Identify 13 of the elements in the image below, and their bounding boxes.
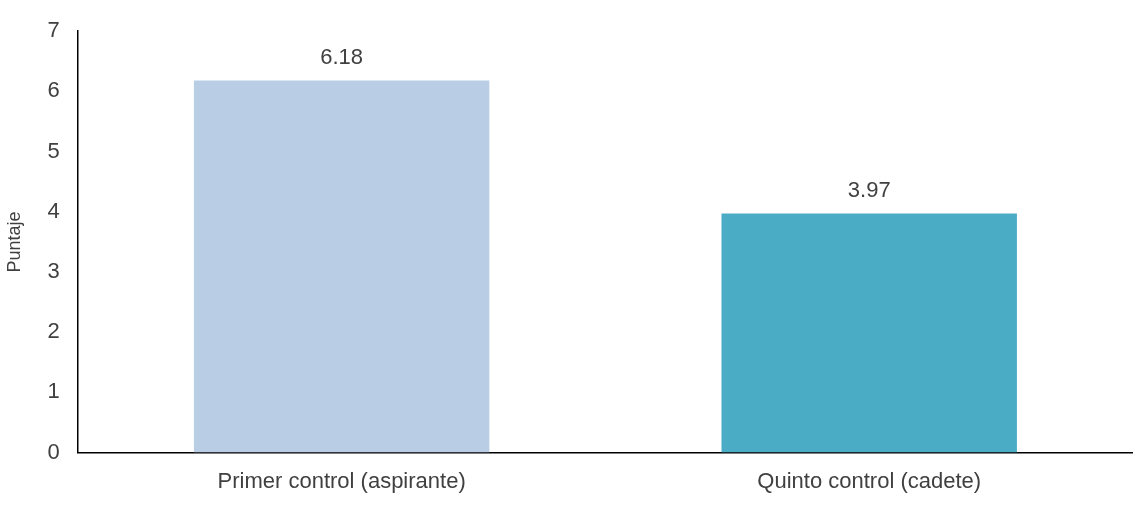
data-label: 6.18 xyxy=(320,43,364,69)
x-tick-label: Quinto control (cadete) xyxy=(757,467,982,493)
y-tick-label: 3 xyxy=(47,258,60,284)
y-tick-label: 5 xyxy=(47,137,60,163)
y-tick-label: 7 xyxy=(47,17,60,43)
y-tick-label: 0 xyxy=(47,438,60,464)
y-tick-label: 6 xyxy=(47,77,60,103)
x-tick-label: Primer control (aspirante) xyxy=(217,467,466,493)
y-tick-label: 1 xyxy=(47,378,60,404)
data-label: 3.97 xyxy=(847,176,891,202)
y-tick-label: 4 xyxy=(47,197,60,223)
y-tick-label: 2 xyxy=(47,318,60,344)
y-axis-title: Puntaje xyxy=(3,211,24,273)
